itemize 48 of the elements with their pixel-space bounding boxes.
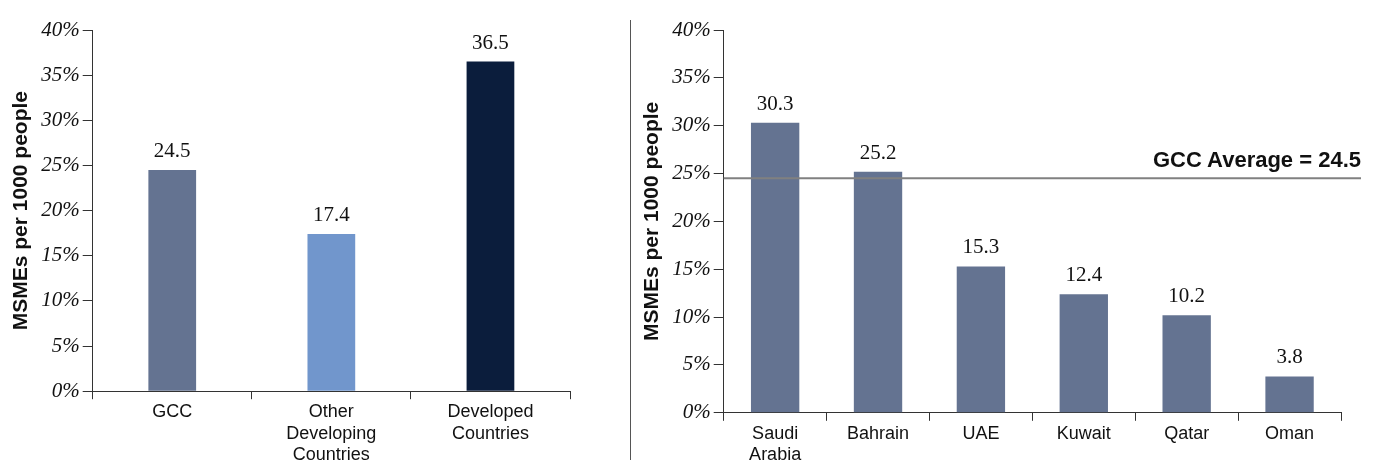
data-label: 24.5 xyxy=(153,137,191,162)
y-tick-label: 40% xyxy=(672,16,711,41)
data-label: 25.2 xyxy=(859,139,897,164)
y-tick-label: 25% xyxy=(41,151,80,176)
data-label: 12.4 xyxy=(1065,262,1103,287)
x-tick-label: GCC xyxy=(152,400,193,421)
y-tick-label: 30% xyxy=(671,112,711,137)
ref-line-label: GCC Average = 24.5 xyxy=(1152,147,1361,173)
y-tick-label: 15% xyxy=(672,255,711,280)
y-tick-label: 35% xyxy=(40,61,80,86)
x-tick-label: Developed Countries xyxy=(447,400,534,443)
x-tick-label: Other Developing Countries xyxy=(286,400,377,465)
bar xyxy=(956,266,1006,413)
y-tick-label: 20% xyxy=(41,197,80,222)
bar xyxy=(750,122,800,413)
bar xyxy=(1162,315,1211,413)
y-tick-label: 10% xyxy=(672,303,711,328)
y-tick-label: 15% xyxy=(41,242,80,267)
data-label: 30.3 xyxy=(756,90,794,115)
data-label: 36.5 xyxy=(472,29,509,54)
y-axis-title: MSMEs per 1000 people xyxy=(8,90,32,331)
data-label: 17.4 xyxy=(312,202,351,227)
x-tick-label: Bahrain xyxy=(847,422,910,443)
y-axis-title: MSMEs per 1000 people xyxy=(639,101,663,342)
y-tick-label: 35% xyxy=(671,64,711,89)
y-tick-label: 40% xyxy=(41,16,80,41)
bar xyxy=(148,169,197,391)
x-tick-label: Kuwait xyxy=(1056,422,1111,443)
data-label: 15.3 xyxy=(962,234,1000,259)
bar xyxy=(1265,376,1314,413)
y-tick-label: 5% xyxy=(682,351,711,376)
bar xyxy=(307,234,356,391)
y-tick-label: 5% xyxy=(51,332,80,357)
y-tick-label: 30% xyxy=(40,106,80,131)
y-tick-label: 0% xyxy=(51,377,80,402)
y-tick-label: 10% xyxy=(41,287,80,312)
y-tick-label: 25% xyxy=(672,160,711,185)
bar xyxy=(1059,294,1108,413)
y-tick-label: 0% xyxy=(682,399,711,424)
x-tick-label: UAE xyxy=(962,422,1000,443)
x-tick-label: Saudi Arabia xyxy=(749,422,803,465)
data-label: 3.8 xyxy=(1276,344,1303,369)
x-tick-label: Qatar xyxy=(1164,422,1210,443)
data-label: 10.2 xyxy=(1168,283,1206,308)
bar xyxy=(466,61,515,391)
bar xyxy=(853,171,903,413)
y-tick-label: 20% xyxy=(672,207,711,232)
x-tick-label: Oman xyxy=(1265,422,1315,443)
